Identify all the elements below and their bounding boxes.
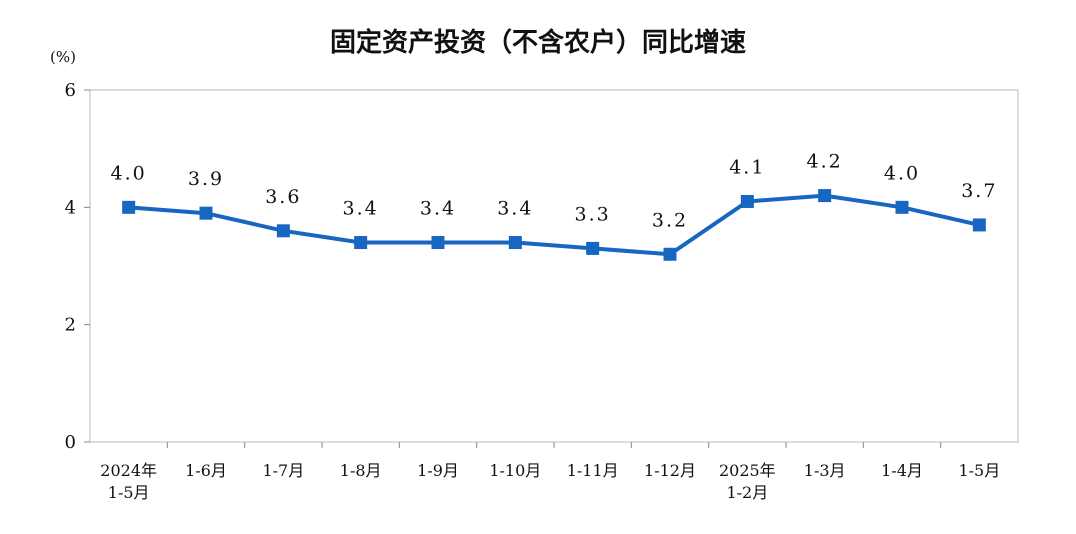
data-label: 3.2 <box>652 209 688 231</box>
x-tick-label-line: 1-12月 <box>644 461 696 480</box>
x-tick-label: 1-11月 <box>567 461 619 480</box>
data-point <box>122 200 136 214</box>
data-label: 3.9 <box>188 168 224 190</box>
x-tick-label-line: 1-3月 <box>804 461 846 480</box>
data-label: 3.4 <box>497 198 533 220</box>
y-axis: 0 2 4 6 <box>65 80 90 453</box>
x-tick-label-line: 2025年 <box>719 461 776 480</box>
data-label: 3.7 <box>961 180 997 202</box>
x-tick-label-line: 1-7月 <box>262 461 304 480</box>
x-tick-label-line: 2024年 <box>100 461 157 480</box>
data-point <box>354 236 368 250</box>
data-point <box>431 236 445 250</box>
x-tick-label-line: 1-5月 <box>958 461 1000 480</box>
series: 4.0 3.9 3.6 3.4 3.4 3.4 3.3 3.2 4.1 4.2 4.0 3.7 <box>111 151 997 261</box>
y-tick-label: 6 <box>65 80 76 101</box>
data-label: 4.0 <box>884 162 920 184</box>
x-tick-label-line: 1-10月 <box>489 461 541 480</box>
data-point <box>508 236 522 250</box>
plot-frame <box>89 89 1019 443</box>
data-label: 4.1 <box>729 156 765 178</box>
x-tick-label-line: 1-9月 <box>417 461 459 480</box>
data-point <box>663 247 677 261</box>
data-label: 3.3 <box>575 203 611 225</box>
data-point <box>586 241 600 255</box>
data-point <box>276 224 290 238</box>
y-axis-unit: (%) <box>50 48 76 66</box>
data-label: 4.2 <box>807 151 843 173</box>
data-label: 3.4 <box>343 198 379 220</box>
x-tick-label: 1-4月 <box>881 461 923 480</box>
x-tick-label: 1-12月 <box>644 461 696 480</box>
y-tick-label: 0 <box>65 432 76 453</box>
x-axis: 2024年 1-5月 1-6月 1-7月 1-8月 1-9月 1-10月 1-11月 1-12月… <box>100 442 1000 502</box>
x-tick-label-line: 1-11月 <box>567 461 619 480</box>
series-line <box>128 193 980 257</box>
y-tick-label: 2 <box>65 315 76 336</box>
x-tick-label: 1-8月 <box>340 461 382 480</box>
x-tick-label-line: 1-2月 <box>726 483 768 502</box>
data-point <box>972 218 986 232</box>
x-tick-label: 1-5月 <box>958 461 1000 480</box>
data-label: 4.0 <box>111 162 147 184</box>
data-label: 3.6 <box>265 186 301 208</box>
x-tick-label-line: 1-8月 <box>340 461 382 480</box>
x-tick-label: 2025年 1-2月 <box>719 461 776 502</box>
x-tick-label-line: 1-4月 <box>881 461 923 480</box>
y-tick-label: 4 <box>65 197 76 218</box>
data-label: 3.4 <box>420 198 456 220</box>
x-tick-label: 1-6月 <box>185 461 227 480</box>
x-tick-label: 2024年 1-5月 <box>100 461 157 502</box>
data-point <box>199 206 213 220</box>
data-point <box>895 200 909 214</box>
x-tick-label-line: 1-6月 <box>185 461 227 480</box>
x-tick-label: 1-3月 <box>804 461 846 480</box>
chart-title: 固定资产投资（不含农户）同比增速 <box>329 28 746 58</box>
x-tick-label: 1-10月 <box>489 461 541 480</box>
data-point <box>740 194 754 208</box>
x-tick-label-line: 1-5月 <box>108 483 150 502</box>
x-tick-label: 1-7月 <box>262 461 304 480</box>
data-point <box>818 189 832 203</box>
x-tick-label: 1-9月 <box>417 461 459 480</box>
